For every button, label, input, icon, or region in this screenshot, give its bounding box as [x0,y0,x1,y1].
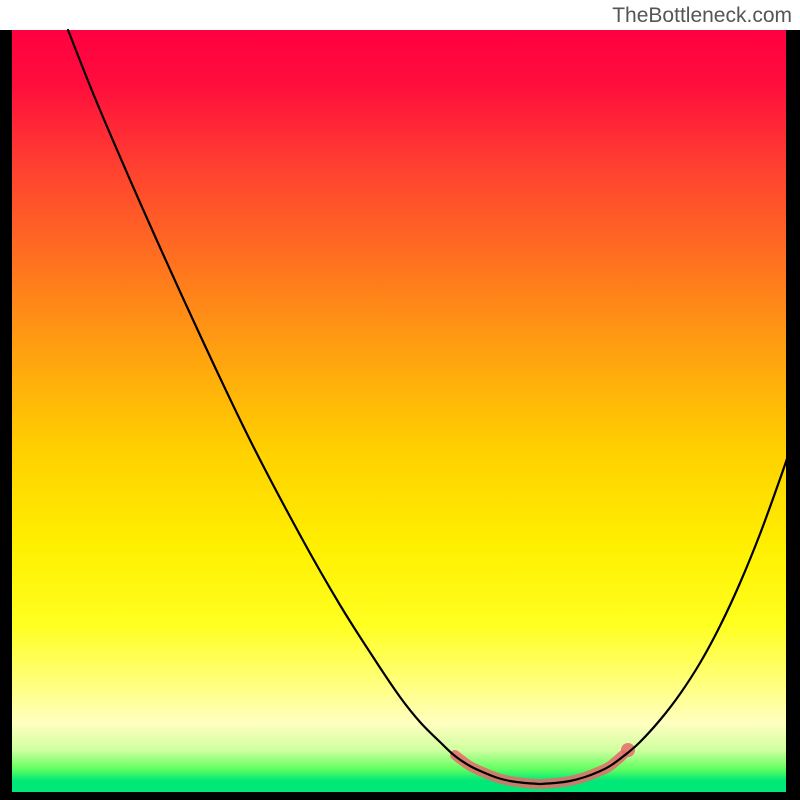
bottleneck-chart [0,0,800,800]
watermark-label: TheBottleneck.com [612,4,792,28]
chart-container: TheBottleneck.com [0,0,800,800]
